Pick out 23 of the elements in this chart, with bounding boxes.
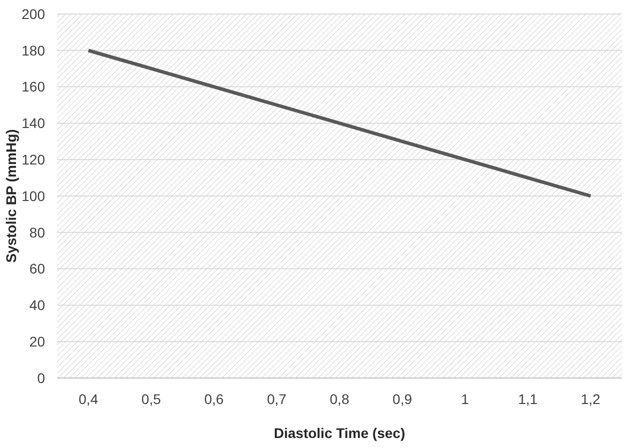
x-tick-label: 1,2: [580, 391, 601, 407]
x-tick-label: 0,6: [204, 391, 224, 407]
y-tick-label: 180: [22, 42, 46, 58]
y-tick-label: 120: [22, 152, 46, 168]
y-tick-label: 40: [29, 297, 46, 314]
y-tick-label: 20: [29, 334, 46, 350]
y-tick-label: 60: [29, 260, 46, 277]
y-tick-label: 200: [22, 6, 46, 22]
y-tick-label: 80: [29, 224, 46, 240]
x-tick-label: 0,8: [330, 391, 350, 407]
y-axis-title: Systolic BP (mmHg): [3, 129, 19, 263]
y-tick-label: 160: [22, 78, 46, 95]
x-tick-label: 0,7: [266, 391, 287, 407]
y-tick-label: 0: [37, 370, 46, 386]
y-tick-label: 100: [22, 188, 46, 204]
y-tick-label: 140: [22, 115, 46, 132]
x-tick-label: 0,9: [392, 391, 412, 407]
x-axis-title: Diastolic Time (sec): [274, 425, 406, 441]
line-series: [86, 48, 592, 198]
x-tick-label: 1,1: [518, 391, 538, 407]
x-tick-label: 0,4: [78, 391, 98, 407]
x-tick-label: 0,5: [141, 391, 162, 407]
x-tick-label: 1: [461, 391, 470, 407]
